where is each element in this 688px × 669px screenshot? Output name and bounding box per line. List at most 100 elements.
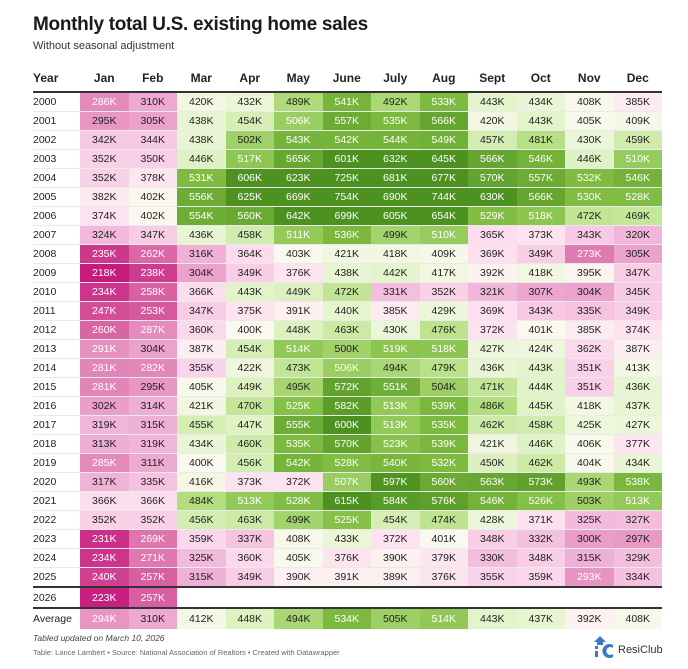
- heatmap-cell: 489K: [274, 92, 323, 112]
- heatmap-cell: 371K: [516, 510, 565, 530]
- heatmap-cell: 576K: [419, 491, 468, 511]
- heatmap-cell: [177, 587, 226, 609]
- heatmap-cell: 377K: [613, 434, 662, 454]
- table-row: Average 294K 310K 412K 448K 494K 534K 505K 514K 4…: [33, 608, 662, 629]
- heatmap-cell: 479K: [419, 358, 468, 378]
- column-header-feb[interactable]: Feb: [128, 67, 177, 93]
- column-header-sept[interactable]: Sept: [468, 67, 517, 93]
- heatmap-cell: 570K: [322, 434, 371, 454]
- heatmap-cell: 343K: [565, 225, 614, 245]
- heatmap-cell: 510K: [613, 149, 662, 169]
- heatmap-cell: 448K: [225, 608, 274, 629]
- heatmap-cell: 450K: [468, 453, 517, 473]
- heatmap-cell: 347K: [128, 225, 177, 245]
- heatmap-cell: 372K: [274, 472, 323, 492]
- heatmap-cell: 352K: [80, 510, 129, 530]
- heatmap-cell: 218K: [80, 263, 129, 283]
- heatmap-cell: 493K: [565, 472, 614, 492]
- heatmap-cell: 391K: [274, 301, 323, 321]
- heatmap-cell: 546K: [516, 149, 565, 169]
- heatmap-cell: 362K: [565, 339, 614, 359]
- resiclub-logo-text: ResiClub: [618, 643, 663, 656]
- row-label: 2012: [33, 320, 80, 340]
- heatmap-cell: 642K: [274, 206, 323, 226]
- heatmap-cell: 472K: [565, 206, 614, 226]
- heatmap-cell: 427K: [468, 339, 517, 359]
- heatmap-cell: 523K: [371, 434, 420, 454]
- heatmap-cell: 231K: [80, 529, 129, 549]
- heatmap-cell: 253K: [128, 301, 177, 321]
- home-sales-heatmap-table: Year Jan Feb Mar Apr May June July Aug Sept Oct No…: [33, 67, 662, 629]
- row-label: Average: [33, 608, 80, 629]
- heatmap-cell: 238K: [128, 263, 177, 283]
- heatmap-cell: 319K: [128, 434, 177, 454]
- heatmap-cell: 535K: [371, 111, 420, 131]
- column-header-may[interactable]: May: [274, 67, 323, 93]
- column-header-apr[interactable]: Apr: [225, 67, 274, 93]
- chart-title: Monthly total U.S. existing home sales: [33, 14, 368, 35]
- heatmap-cell: 528K: [322, 453, 371, 473]
- heatmap-cell: 405K: [565, 111, 614, 131]
- resiclub-logo[interactable]: ResiClub: [594, 636, 663, 663]
- heatmap-cell: [613, 587, 662, 609]
- heatmap-cell: 297K: [613, 529, 662, 549]
- heatmap-cell: 677K: [419, 168, 468, 188]
- column-header-nov[interactable]: Nov: [565, 67, 614, 93]
- heatmap-cell: 345K: [613, 282, 662, 302]
- table-row: 2026 223K 257K: [33, 587, 662, 609]
- heatmap-cell: 347K: [613, 263, 662, 283]
- column-header-mar[interactable]: Mar: [177, 67, 226, 93]
- table-row: 2018 313K 319K 434K 460K 535K 570K 523K 539K 421K…: [33, 434, 662, 454]
- heatmap-cell: 513K: [371, 396, 420, 416]
- heatmap-cell: 539K: [419, 434, 468, 454]
- heatmap-cell: 405K: [274, 548, 323, 568]
- heatmap-cell: 273K: [565, 244, 614, 264]
- heatmap-cell: 335K: [565, 301, 614, 321]
- heatmap-cell: 385K: [613, 92, 662, 112]
- column-header-aug[interactable]: Aug: [419, 67, 468, 93]
- heatmap-cell: 434K: [613, 453, 662, 473]
- heatmap-cell: 625K: [225, 187, 274, 207]
- heatmap-cell: 517K: [225, 149, 274, 169]
- heatmap-cell: 320K: [613, 225, 662, 245]
- heatmap-cell: 416K: [177, 472, 226, 492]
- column-header-july[interactable]: July: [371, 67, 420, 93]
- row-label: 2003: [33, 149, 80, 169]
- heatmap-cell: 331K: [371, 282, 420, 302]
- heatmap-cell: 519K: [371, 339, 420, 359]
- row-label: 2005: [33, 187, 80, 207]
- column-header-dec[interactable]: Dec: [613, 67, 662, 93]
- heatmap-cell: 304K: [177, 263, 226, 283]
- heatmap-cell: 364K: [225, 244, 274, 264]
- heatmap-cell: 422K: [225, 358, 274, 378]
- table-row: 2001 295K 305K 438K 454K 506K 557K 535K 566K 420K…: [33, 111, 662, 131]
- heatmap-cell: [468, 587, 517, 609]
- heatmap-cell: 365K: [468, 225, 517, 245]
- heatmap-cell: 408K: [613, 608, 662, 629]
- column-header-oct[interactable]: Oct: [516, 67, 565, 93]
- table-row: 2019 285K 311K 400K 456K 542K 528K 540K 532K 450K…: [33, 453, 662, 473]
- heatmap-cell: 421K: [177, 396, 226, 416]
- heatmap-cell: 615K: [322, 491, 371, 511]
- column-header-year[interactable]: Year: [33, 67, 80, 93]
- heatmap-cell: 391K: [322, 567, 371, 588]
- column-header-june[interactable]: June: [322, 67, 371, 93]
- heatmap-cell: 458K: [516, 415, 565, 435]
- heatmap-cell: 526K: [516, 491, 565, 511]
- row-label: 2025: [33, 567, 80, 588]
- heatmap-cell: 352K: [419, 282, 468, 302]
- heatmap-cell: 347K: [177, 301, 226, 321]
- heatmap-cell: 442K: [371, 263, 420, 283]
- column-header-jan[interactable]: Jan: [80, 67, 129, 93]
- heatmap-cell: 557K: [322, 111, 371, 131]
- heatmap-cell: [322, 587, 371, 609]
- heatmap-cell: 400K: [177, 453, 226, 473]
- heatmap-cell: 355K: [468, 567, 517, 588]
- heatmap-cell: 529K: [468, 206, 517, 226]
- heatmap-cell: 348K: [516, 548, 565, 568]
- update-note: Tabled updated on March 10, 2026: [33, 633, 165, 643]
- heatmap-cell: 443K: [516, 358, 565, 378]
- heatmap-cell: 418K: [371, 244, 420, 264]
- heatmap-cell: 330K: [468, 548, 517, 568]
- heatmap-cell: 539K: [419, 396, 468, 416]
